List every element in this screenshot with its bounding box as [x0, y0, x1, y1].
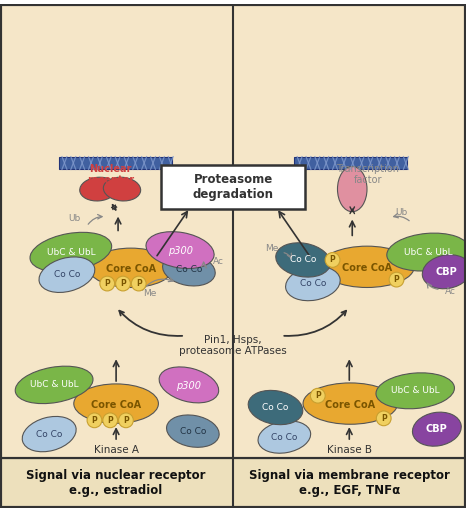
Ellipse shape: [39, 257, 95, 292]
Ellipse shape: [337, 166, 367, 212]
Text: Ub: Ub: [69, 214, 81, 223]
Text: Me: Me: [265, 244, 278, 252]
FancyBboxPatch shape: [1, 5, 465, 458]
Text: Core CoA: Core CoA: [91, 399, 141, 410]
Ellipse shape: [30, 232, 112, 272]
Text: P: P: [330, 255, 336, 264]
Text: P: P: [91, 416, 97, 425]
Text: CBP: CBP: [436, 267, 457, 277]
Text: Proteasome
degradation: Proteasome degradation: [193, 173, 273, 201]
Text: Co Co: Co Co: [176, 265, 202, 274]
Ellipse shape: [376, 373, 455, 409]
Ellipse shape: [15, 366, 93, 403]
Text: P: P: [120, 279, 126, 288]
Text: P: P: [123, 416, 129, 425]
Circle shape: [116, 276, 130, 291]
Ellipse shape: [303, 383, 398, 424]
Text: Signal via membrane receptor
e.g., EGF, TNFα: Signal via membrane receptor e.g., EGF, …: [249, 470, 450, 497]
Text: P: P: [315, 391, 321, 400]
Text: P: P: [136, 279, 142, 288]
Text: Signal via nuclear receptor
e.g., estradiol: Signal via nuclear receptor e.g., estrad…: [27, 470, 206, 497]
Ellipse shape: [163, 253, 215, 286]
Text: Co Co: Co Co: [36, 430, 63, 439]
Text: Pin1, Hsps,
proteasome ATPases: Pin1, Hsps, proteasome ATPases: [179, 335, 287, 356]
Circle shape: [87, 413, 102, 428]
Text: Ac: Ac: [213, 258, 224, 266]
Ellipse shape: [258, 421, 310, 453]
Text: Co Co: Co Co: [271, 433, 298, 441]
Circle shape: [376, 411, 391, 425]
Text: P: P: [381, 414, 387, 423]
Text: p300: p300: [167, 246, 192, 256]
Text: Transcription
factor: Transcription factor: [337, 163, 400, 185]
FancyBboxPatch shape: [59, 157, 172, 169]
Text: Co Co: Co Co: [290, 255, 316, 264]
Text: Co Co: Co Co: [300, 279, 326, 288]
Ellipse shape: [74, 384, 158, 423]
Ellipse shape: [320, 246, 414, 287]
Circle shape: [325, 252, 340, 267]
Circle shape: [389, 272, 404, 287]
Ellipse shape: [422, 255, 471, 289]
Ellipse shape: [89, 248, 173, 287]
Ellipse shape: [387, 233, 469, 271]
Text: Ac: Ac: [445, 287, 456, 296]
FancyBboxPatch shape: [294, 157, 407, 169]
Text: Core CoA: Core CoA: [106, 264, 156, 274]
FancyBboxPatch shape: [161, 165, 305, 209]
Text: P: P: [393, 275, 400, 284]
Text: UbC & UbL: UbC & UbL: [404, 248, 452, 257]
Text: UbC & UbL: UbC & UbL: [46, 248, 95, 257]
Text: Kinase B: Kinase B: [327, 445, 372, 455]
Text: Co Co: Co Co: [262, 403, 289, 412]
Text: Kinase A: Kinase A: [93, 445, 138, 455]
FancyBboxPatch shape: [1, 458, 465, 507]
Text: Co Co: Co Co: [180, 426, 206, 436]
Ellipse shape: [103, 177, 141, 201]
Ellipse shape: [248, 390, 303, 424]
Text: Core CoA: Core CoA: [342, 263, 392, 273]
Text: CBP: CBP: [426, 424, 448, 434]
Ellipse shape: [146, 231, 214, 268]
Text: P: P: [104, 279, 110, 288]
Circle shape: [100, 276, 115, 291]
Text: Co Co: Co Co: [54, 270, 80, 279]
Text: UbC & UbL: UbC & UbL: [391, 386, 439, 395]
Ellipse shape: [276, 243, 330, 277]
Text: Me: Me: [143, 289, 156, 298]
Ellipse shape: [80, 177, 117, 201]
Circle shape: [103, 413, 118, 428]
Ellipse shape: [286, 266, 340, 301]
Circle shape: [131, 276, 146, 291]
Text: Nuclear
receptor: Nuclear receptor: [87, 163, 134, 185]
Text: Ub: Ub: [395, 208, 408, 217]
Ellipse shape: [412, 412, 461, 446]
Circle shape: [118, 413, 133, 428]
Circle shape: [310, 388, 325, 403]
Ellipse shape: [159, 367, 219, 403]
Text: UbC & UbL: UbC & UbL: [30, 380, 78, 390]
Ellipse shape: [22, 416, 76, 452]
Text: p300: p300: [176, 381, 201, 391]
Text: Core CoA: Core CoA: [325, 399, 375, 410]
Ellipse shape: [166, 415, 219, 447]
Text: P: P: [107, 416, 113, 425]
